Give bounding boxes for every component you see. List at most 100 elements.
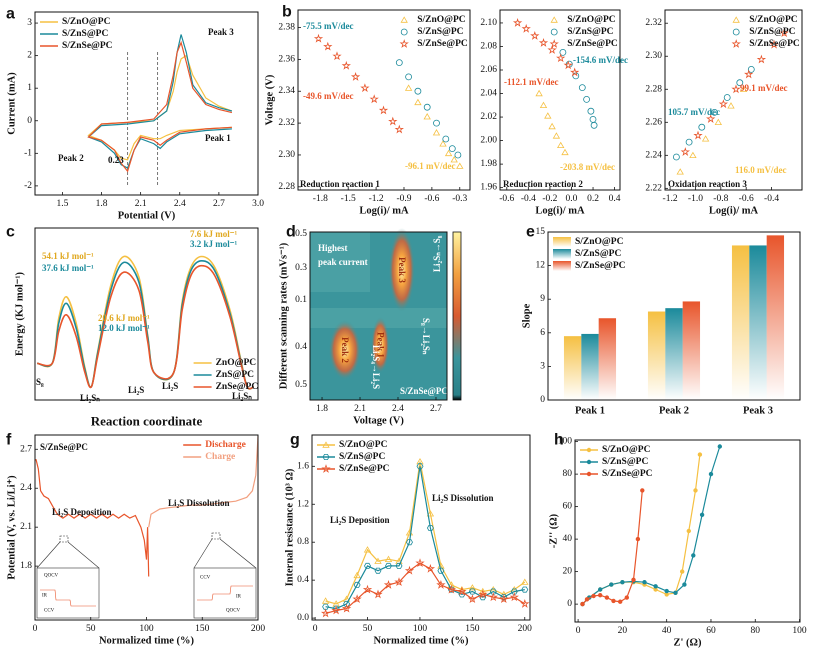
x-tick-label: -1.0 [688,194,703,204]
marker [478,589,488,599]
marker [664,588,669,594]
y-tick-label: 1.8 [20,561,32,571]
legend-label: S/ZnO@PC [417,15,466,25]
legend-label: S/ZnSe@PC [602,469,653,479]
zoom-line [219,538,257,569]
heat-spot [371,317,390,373]
annotation: 12.0 kJ mol⁻¹ [98,323,150,333]
x-tick-label: 2.7 [213,199,225,209]
bar [598,318,617,400]
annotation: S₈ [36,377,44,387]
marker [739,85,748,92]
marker [378,105,389,115]
marker [736,79,744,87]
annotation: Peak 1 [205,133,231,143]
legend-label: Charge [205,452,235,462]
marker [384,555,393,562]
marker [701,135,710,142]
x-axis-label: Normalized time (%) [99,636,195,647]
y-tick-label: 2 [27,51,32,61]
marker [693,488,698,493]
marker [456,162,464,169]
heat-spot [388,228,415,312]
marker [584,597,590,602]
x-tick-label: 100 [139,624,154,634]
y-tick-label: 80 [563,469,573,479]
legend-label: S/ZnSe@PC [575,261,626,271]
marker [352,594,362,604]
x-tick-label: -0.8 [713,194,728,204]
marker [689,151,697,159]
bar [766,235,785,400]
x-tick-label: -0.6 [499,194,514,204]
plot-frame [297,9,471,191]
marker [439,140,447,147]
y-tick-label: 0 [27,116,32,126]
marker [717,444,722,449]
legend-label: S/ZnS@PC [749,27,795,37]
marker [400,16,408,23]
peak-label: Peak 1 [375,332,385,358]
marker [442,135,450,143]
legend-label: Discharge [205,440,246,450]
x-tick-label: 2.1 [135,199,147,209]
marker [718,99,729,109]
legend-label: S/ZnS@PC [602,457,648,467]
x-tick-label: 0.0 [566,194,578,204]
annotation: 99.1 mV/dec [740,83,788,93]
annotation: 37.6 kJ mol⁻¹ [42,263,94,273]
heatmap-band [310,232,370,292]
annotation: -112.1 mV/dec [504,77,559,87]
marker [727,102,735,109]
panel-letter: b [282,4,292,21]
marker [590,121,598,129]
marker [552,132,561,139]
y-tick-label: 2.02 [480,112,497,122]
annotation: -154.6 mV/dec [573,55,628,65]
y-tick-label: 2.30 [278,150,295,160]
marker [530,30,540,40]
legend-label: S/ZnO@PC [339,440,388,450]
marker [673,590,678,595]
x-tick-label: -0.3 [452,194,467,204]
y-tick-label: 12 [536,261,546,271]
y-tick-label: 2.26 [645,117,662,127]
marker [341,603,352,613]
legend-label: S/ZnO@PC [749,15,798,25]
y-tick-label: 1.2 [297,499,309,509]
insets [36,532,257,619]
annotation: Oxidation reaction 3 [668,179,747,189]
series-line [325,466,525,610]
marker [454,151,462,159]
y-tick-label: 1.96 [480,183,497,193]
x-tick-label: -1.2 [369,194,384,204]
y-tick-label: 2.06 [480,65,497,75]
plot-frame [34,11,259,196]
marker [708,471,714,477]
plot-frame [34,434,259,621]
marker [457,586,467,596]
annotation: Li₂S Dissolution [432,493,493,503]
y-tick-label: 0 [567,599,572,609]
marker [322,441,330,448]
marker [572,72,580,80]
marker [642,580,647,585]
marker [509,592,519,602]
plot-frame [574,439,801,623]
marker [561,148,569,156]
legend-label: S/ZnS@PC [567,27,613,37]
panel-letter: g [290,432,300,449]
marker [363,546,372,553]
zoom-box [211,532,221,540]
marker [414,87,422,95]
marker [604,595,610,600]
x-tick-label: 100 [413,624,428,634]
marker [732,16,740,23]
y-tick-label: -2 [24,181,32,191]
y-tick-label: 0.4 [295,342,307,352]
marker [395,59,403,66]
marker [467,594,478,604]
legend-swatch [553,237,571,247]
marker [322,603,330,610]
y-tick-label: 100 [558,437,573,447]
